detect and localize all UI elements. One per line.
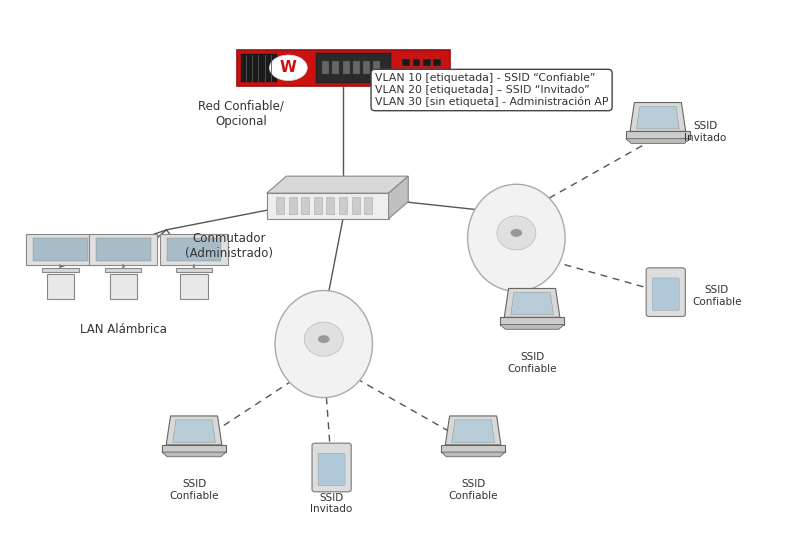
Polygon shape [267, 176, 408, 193]
Polygon shape [445, 416, 501, 445]
FancyBboxPatch shape [241, 54, 277, 82]
Polygon shape [389, 176, 408, 218]
Circle shape [270, 55, 307, 81]
Polygon shape [452, 420, 495, 442]
Polygon shape [630, 103, 686, 131]
FancyBboxPatch shape [402, 59, 410, 66]
FancyBboxPatch shape [160, 234, 228, 265]
Text: SSID
Invitado: SSID Invitado [684, 121, 726, 143]
FancyBboxPatch shape [276, 198, 284, 215]
FancyBboxPatch shape [105, 268, 141, 272]
Ellipse shape [468, 184, 565, 292]
Text: SSID
Confiable: SSID Confiable [692, 285, 742, 307]
FancyBboxPatch shape [352, 198, 360, 215]
Polygon shape [166, 416, 222, 445]
FancyBboxPatch shape [181, 274, 208, 299]
Polygon shape [500, 325, 564, 329]
Polygon shape [500, 317, 564, 325]
Text: SSID
Confiable: SSID Confiable [170, 480, 219, 501]
FancyBboxPatch shape [433, 59, 441, 66]
FancyBboxPatch shape [327, 198, 335, 215]
FancyBboxPatch shape [646, 268, 686, 317]
Polygon shape [162, 452, 226, 457]
FancyBboxPatch shape [318, 453, 345, 486]
Polygon shape [173, 420, 215, 442]
FancyBboxPatch shape [42, 268, 79, 272]
FancyBboxPatch shape [289, 198, 297, 215]
FancyBboxPatch shape [322, 61, 329, 74]
Polygon shape [267, 193, 389, 218]
FancyBboxPatch shape [166, 238, 222, 261]
FancyBboxPatch shape [332, 61, 339, 74]
Text: SSID
Invitado: SSID Invitado [311, 492, 353, 514]
FancyBboxPatch shape [301, 198, 309, 215]
FancyBboxPatch shape [413, 59, 421, 66]
Circle shape [318, 335, 330, 343]
FancyBboxPatch shape [237, 50, 450, 86]
FancyBboxPatch shape [96, 238, 151, 261]
FancyBboxPatch shape [402, 69, 410, 76]
Text: SSID
Confiable: SSID Confiable [448, 480, 498, 501]
FancyBboxPatch shape [316, 53, 391, 83]
Polygon shape [441, 445, 505, 452]
FancyBboxPatch shape [398, 52, 443, 84]
FancyBboxPatch shape [413, 69, 421, 76]
Text: W: W [280, 60, 297, 75]
Polygon shape [504, 288, 560, 317]
FancyBboxPatch shape [353, 61, 360, 74]
FancyBboxPatch shape [365, 198, 372, 215]
Ellipse shape [305, 322, 343, 356]
Text: SSID
Confiable: SSID Confiable [507, 352, 557, 374]
FancyBboxPatch shape [33, 238, 88, 261]
FancyBboxPatch shape [176, 268, 212, 272]
FancyBboxPatch shape [110, 274, 137, 299]
FancyBboxPatch shape [339, 198, 347, 215]
Text: Conmutador
(Administrado): Conmutador (Administrado) [185, 232, 274, 261]
Polygon shape [626, 131, 690, 139]
Ellipse shape [275, 290, 372, 397]
FancyBboxPatch shape [26, 234, 95, 265]
FancyBboxPatch shape [653, 278, 679, 310]
FancyBboxPatch shape [312, 443, 351, 492]
FancyBboxPatch shape [89, 234, 158, 265]
Polygon shape [441, 452, 505, 457]
FancyBboxPatch shape [363, 61, 370, 74]
Polygon shape [626, 139, 690, 143]
FancyBboxPatch shape [47, 274, 74, 299]
Text: LAN Alámbrica: LAN Alámbrica [80, 323, 166, 336]
FancyBboxPatch shape [423, 69, 431, 76]
Polygon shape [510, 293, 553, 315]
FancyBboxPatch shape [433, 69, 441, 76]
Text: VLAN 10 [etiquetada] - SSID “Confiable”
VLAN 20 [etiquetada] – SSID “Invitado”
V: VLAN 10 [etiquetada] - SSID “Confiable” … [375, 73, 608, 107]
Circle shape [510, 229, 522, 237]
FancyBboxPatch shape [314, 198, 322, 215]
Ellipse shape [497, 216, 536, 250]
Polygon shape [637, 106, 679, 129]
FancyBboxPatch shape [342, 61, 350, 74]
FancyBboxPatch shape [423, 59, 431, 66]
Text: Red Confiable/
Opcional: Red Confiable/ Opcional [198, 100, 284, 128]
Polygon shape [162, 445, 226, 452]
FancyBboxPatch shape [373, 61, 380, 74]
